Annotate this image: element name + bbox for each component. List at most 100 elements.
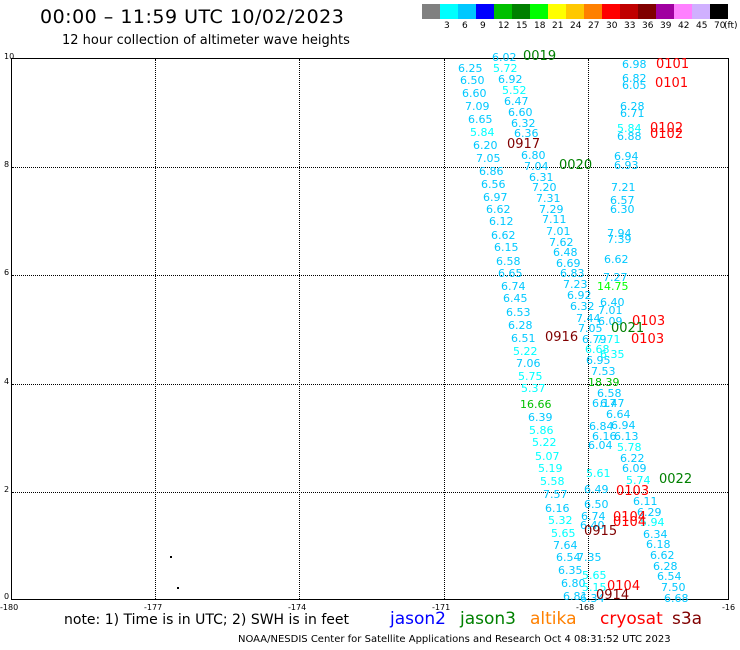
wave-height-label: 6.16 [545,502,570,515]
wave-height-label: 5.37 [521,382,546,395]
wave-height-label: 6.28 [620,100,645,113]
wave-height-label: 6.02 [492,51,517,64]
wave-height-label: 6.20 [473,139,498,152]
wave-height-label: 5.07 [535,450,560,463]
pass-time-label: 0104 [607,579,641,594]
y-tick: 4 [4,377,10,386]
credit-line: NOAA/NESDIS Center for Satellite Applica… [238,634,671,645]
wave-height-label: 6.30 [610,203,635,216]
legend-swatch [494,4,512,19]
pass-time-label: 0916 [545,330,579,345]
wave-height-label: 6.84 [589,420,614,433]
wave-height-label: 6.36 [514,127,539,140]
legend-cryosat: cryosat [600,609,663,629]
wave-height-label: 6.50 [460,74,485,87]
y-tick: 2 [4,485,10,494]
wave-height-label: 5.65 [582,569,607,582]
wave-height-label: 5.15 [582,581,607,594]
wave-height-label: 5.84 [617,122,642,135]
legend-tick: 15 [516,21,528,31]
wave-height-label: 7.53 [591,365,616,378]
wave-height-label: 7.29 [539,203,564,216]
wave-height-label: 6.65 [498,267,523,280]
wave-height-label: 6.93 [614,159,639,172]
y-tick: 6 [4,268,10,277]
wave-height-label: 6.92 [567,289,592,302]
wave-height-label: 6.53 [506,306,531,319]
legend-swatch [710,4,728,19]
x-tick: -171 [432,603,451,612]
wave-height-label: 5.86 [529,424,554,437]
wave-height-label: 6.39 [528,411,553,424]
pass-time-label: 0102 [650,127,684,142]
wave-height-label: 6.80 [561,577,586,590]
legend-swatch [638,4,656,19]
wave-height-label: 7.05 [578,322,603,335]
wave-height-label: 6.11 [633,495,658,508]
wave-height-label: 6.79 [582,333,607,346]
wave-height-label: 6.92 [498,73,523,86]
wave-height-label: 5.61 [586,467,611,480]
wave-height-label: 5.74 [626,474,651,487]
legend-swatch [458,4,476,19]
y-tick: 10 [4,52,15,61]
wave-height-label: 6.74 [501,280,526,293]
wave-height-label: 6.58 [597,387,622,400]
pass-time-label: 0103 [631,332,665,347]
wave-height-label: 6.62 [650,549,675,562]
legend-s3a: s3a [672,609,703,629]
page-title: 00:00 – 11:59 UTC 10/02/2023 [40,6,345,28]
legend-swatch [584,4,602,19]
wave-height-label: 5.65 [551,527,576,540]
wave-height-label: 7.23 [563,278,588,291]
wave-height-label: 6.40 [580,519,605,532]
legend-tick: 42 [678,21,690,31]
wave-height-label: 6.32 [570,300,595,313]
wave-height-label: 16.66 [520,398,552,411]
wave-height-label: 7.09 [465,100,490,113]
pass-time-label: 0914 [596,588,630,603]
wave-height-label: 6.68 [585,343,610,356]
y-tick: 8 [4,160,10,169]
wave-height-label: 7.44 [576,312,601,325]
wave-height-label: 6.64 [606,408,631,421]
legend-tick: 12 [498,21,510,31]
wave-height-label: 6.88 [617,130,642,143]
legend-tick: 45 [696,21,708,31]
legend-swatch [620,4,638,19]
wave-height-label: 6.57 [610,194,635,207]
wave-height-label: 6.25 [458,62,483,75]
wave-height-label: 6.12 [489,215,514,228]
wave-height-label: 6.80 [521,149,546,162]
x-tick: -174 [288,603,307,612]
wave-height-label: 6.34 [580,592,605,605]
wave-height-label: 7.27 [603,271,628,284]
wave-height-label: 7.57 [543,488,568,501]
wave-height-label: 6.17 [592,397,617,410]
wave-height-label: 6.29 [637,506,662,519]
wave-height-label: 7.04 [524,160,549,173]
wave-height-label: 6.15 [494,241,519,254]
legend-tick: 6 [462,21,468,31]
pass-time-label: 0103 [632,314,666,329]
wave-height-label: 6.22 [620,452,645,465]
wave-height-label: 6.97 [483,191,508,204]
pass-time-label: 0915 [584,524,618,539]
wave-height-label: 7.35 [577,551,602,564]
pass-time-label: 0104 [613,515,647,530]
wave-height-label: 6.69 [556,257,581,270]
wave-height-label: 6.48 [553,246,578,259]
wave-height-label: 6.62 [604,253,629,266]
legend-swatch [476,4,494,19]
map-plot-area[interactable] [11,58,729,600]
wave-height-label: 6.09 [622,462,647,475]
wave-height-label: 6.18 [646,538,671,551]
wave-height-label: 18.39 [588,376,620,389]
pass-time-label: 0020 [559,158,593,173]
wave-height-label: 7.50 [661,581,686,594]
legend-swatch [674,4,692,19]
pass-time-label: 0102 [650,121,684,136]
wave-height-label: 7.64 [553,539,578,552]
pass-time-label: 0021 [611,321,645,336]
wave-height-label: 6.98 [622,58,647,71]
